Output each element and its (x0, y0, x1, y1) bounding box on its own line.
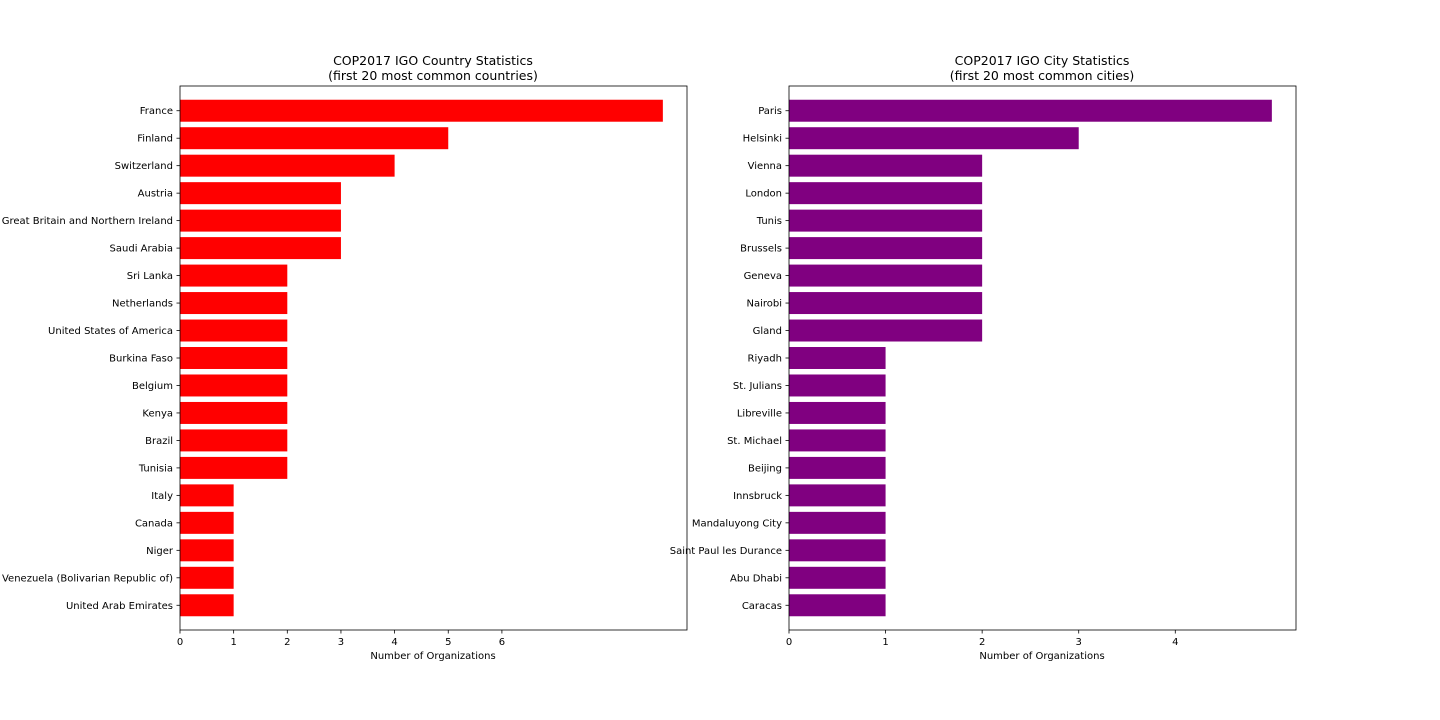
city-bar (789, 237, 982, 259)
country-y-tick-label: Belgium (132, 381, 173, 392)
country-x-tick-label: 2 (284, 637, 290, 648)
country-bar (180, 512, 234, 534)
city-bar (789, 539, 886, 561)
city-bar (789, 320, 982, 342)
country-chart-title: COP2017 IGO Country Statistics (333, 53, 533, 68)
country-x-tick-label: 6 (499, 637, 505, 648)
city-bar (789, 512, 886, 534)
city-y-tick-label: Caracas (742, 601, 782, 612)
city-y-tick-label: Mandaluyong City (692, 518, 782, 529)
city-y-tick-label: St. Michael (727, 436, 782, 447)
city-chart-title: COP2017 IGO City Statistics (955, 53, 1130, 68)
country-bar (180, 237, 341, 259)
country-y-tick-label: Saudi Arabia (110, 244, 173, 255)
city-bar (789, 210, 982, 232)
country-y-tick-label: United Arab Emirates (66, 601, 173, 612)
city-y-tick-label: Abu Dhabi (730, 573, 782, 584)
country-y-tick-label: Switzerland (115, 161, 173, 172)
country-bar (180, 567, 234, 589)
country-bar (180, 292, 287, 314)
city-bar (789, 594, 886, 616)
city-y-tick-label: Innsbruck (733, 491, 782, 502)
city-x-tick-label: 0 (786, 637, 792, 648)
city-y-tick-label: Tunis (756, 216, 782, 227)
city-bar (789, 567, 886, 589)
city-x-tick-label: 3 (1076, 637, 1082, 648)
country-bar (180, 484, 234, 506)
country-bar (180, 155, 395, 177)
country-plot-area: France Finland Switzerland Austria Great Bri… (2, 86, 687, 648)
city-bar (789, 100, 1272, 122)
city-bar (789, 484, 886, 506)
country-chart: COP2017 IGO Country Statistics (first 20… (2, 53, 687, 662)
country-bar (180, 429, 287, 451)
country-y-tick-label: Great Britain and Northern Ireland (2, 216, 173, 227)
city-bar (789, 457, 886, 479)
country-chart-subtitle: (first 20 most common countries) (328, 68, 538, 83)
country-bar (180, 210, 341, 232)
country-y-tick-label: Italy (151, 491, 173, 502)
country-x-tick-label: 1 (230, 637, 236, 648)
city-bar (789, 182, 982, 204)
city-x-tick-label: 4 (1172, 637, 1178, 648)
country-x-tick-label: 5 (445, 637, 451, 648)
city-chart: COP2017 IGO City Statistics (first 20 mo… (670, 53, 1296, 662)
city-y-tick-label: London (745, 189, 782, 200)
country-bar (180, 320, 287, 342)
country-y-tick-label: Austria (138, 189, 173, 200)
country-y-tick-label: Burkina Faso (109, 354, 173, 365)
city-bar (789, 347, 886, 369)
city-y-tick-label: St. Julians (733, 381, 782, 392)
city-bar (789, 429, 886, 451)
country-y-tick-label: Finland (137, 134, 173, 145)
country-y-tick-label: Kenya (142, 408, 173, 419)
city-x-tick-label: 1 (882, 637, 888, 648)
city-bar (789, 374, 886, 396)
country-bar (180, 347, 287, 369)
country-x-tick-label: 4 (391, 637, 397, 648)
country-y-tick-label: France (140, 106, 173, 117)
city-plot-area: Paris Helsinki Vienna London Tunis Brussels Ge… (670, 86, 1296, 648)
country-bar (180, 182, 341, 204)
city-bar (789, 127, 1079, 149)
country-bar (180, 100, 663, 122)
city-y-tick-label: Libreville (737, 408, 782, 419)
city-y-tick-label: Geneva (744, 271, 782, 282)
city-y-tick-label: Riyadh (748, 354, 782, 365)
country-x-tick-label: 3 (338, 637, 344, 648)
city-y-tick-label: Brussels (740, 244, 782, 255)
country-bar (180, 457, 287, 479)
country-y-tick-label: Niger (146, 546, 174, 557)
country-bar (180, 265, 287, 287)
country-bar (180, 539, 234, 561)
city-bar (789, 292, 982, 314)
country-y-tick-label: Tunisia (138, 463, 173, 474)
country-bar (180, 127, 448, 149)
country-y-tick-label: Brazil (145, 436, 173, 447)
city-y-tick-label: Saint Paul les Durance (670, 546, 782, 557)
city-y-tick-label: Helsinki (743, 134, 782, 145)
city-y-tick-label: Beijing (748, 463, 782, 474)
city-x-axis-label: Number of Organizations (979, 651, 1104, 662)
city-chart-subtitle: (first 20 most common cities) (950, 68, 1135, 83)
city-bar (789, 402, 886, 424)
country-y-tick-label: Netherlands (112, 299, 173, 310)
country-bar (180, 594, 234, 616)
country-y-tick-label: United States of America (48, 326, 173, 337)
country-y-tick-label: Canada (135, 518, 173, 529)
country-y-tick-label: Sri Lanka (127, 271, 173, 282)
country-bar (180, 374, 287, 396)
country-x-axis-label: Number of Organizations (370, 651, 495, 662)
city-bar (789, 265, 982, 287)
city-y-tick-label: Gland (753, 326, 782, 337)
country-x-tick-label: 0 (177, 637, 183, 648)
city-y-tick-label: Vienna (748, 161, 782, 172)
city-y-tick-label: Paris (758, 106, 782, 117)
city-y-tick-label: Nairobi (746, 299, 782, 310)
country-y-tick-label: Venezuela (Bolivarian Republic of) (2, 573, 173, 584)
city-x-tick-label: 2 (979, 637, 985, 648)
city-bar (789, 155, 982, 177)
country-bar (180, 402, 287, 424)
